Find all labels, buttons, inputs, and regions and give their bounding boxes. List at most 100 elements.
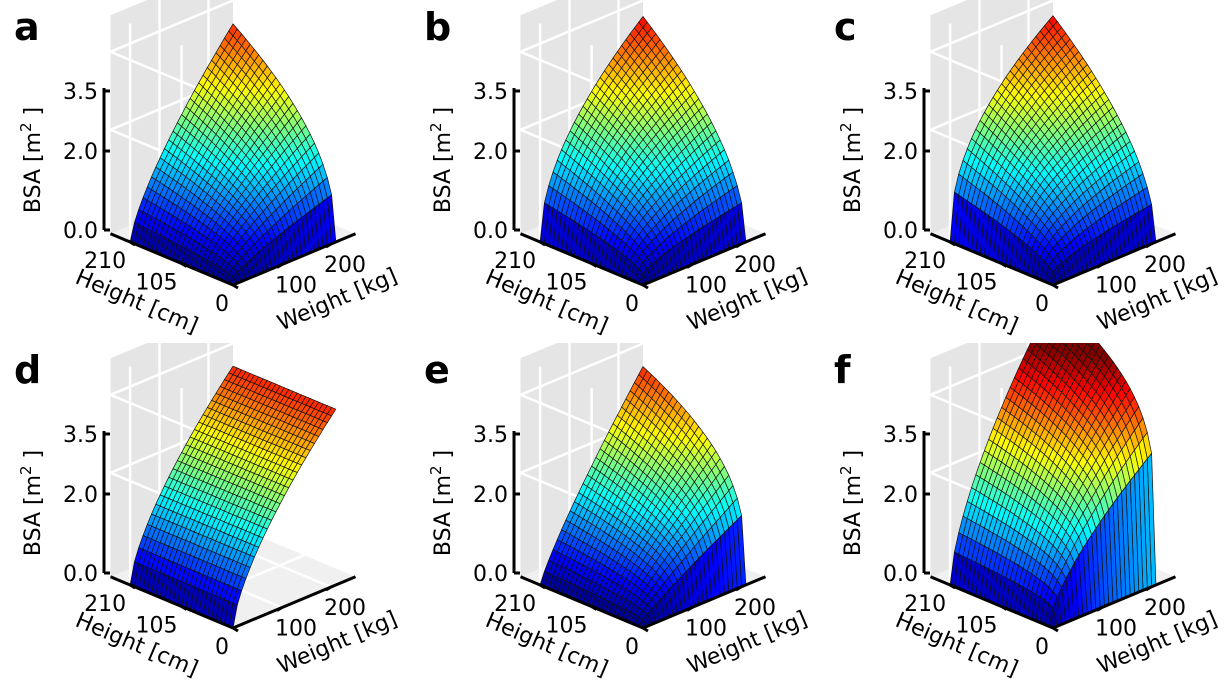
weight-tick-label: 200 <box>734 253 776 278</box>
z-axis-label-end: ] <box>431 107 456 123</box>
z-axis-label-superscript: 2 <box>427 465 445 475</box>
z-axis-label-end: ] <box>841 107 866 123</box>
height-tick-label: 210 <box>84 249 126 274</box>
weight-tick-label: 100 <box>685 617 727 642</box>
z-tick-label: 0.0 <box>63 219 98 244</box>
z-tick-label: 2.0 <box>63 140 98 165</box>
weight-axis-line <box>1052 575 1177 630</box>
height-tick-label: 105 <box>956 613 998 638</box>
z-tick-label: 0.0 <box>63 562 98 587</box>
height-tick-mark <box>180 262 188 268</box>
z-axis-label: BSA [m2 ] <box>427 450 456 556</box>
z-axis-label: BSA [m2 ] <box>837 450 866 556</box>
z-axis-label: BSA [m2 ] <box>17 107 46 213</box>
height-tick-label: 0 <box>215 292 229 317</box>
weight-tick-mark <box>325 585 332 592</box>
height-tick-label: 210 <box>84 592 126 617</box>
z-tick-label: 2.0 <box>473 140 508 165</box>
weight-axis-line <box>232 232 357 287</box>
z-tick-label: 2.0 <box>473 483 508 508</box>
z-tick-label: 0.0 <box>473 219 508 244</box>
z-axis-label: BSA [m2 ] <box>427 107 456 213</box>
z-tick-label: 2.0 <box>63 483 98 508</box>
panel-f: 0.0 2.0 3.5 BSA [m2 ] 0 105 210 Height [cm] 100 2… <box>820 343 1229 686</box>
weight-axis-line <box>642 232 767 287</box>
height-tick-mark <box>590 605 598 611</box>
weight-axis-line <box>1052 232 1177 287</box>
weight-tick-mark <box>735 242 742 249</box>
height-tick-label: 105 <box>546 613 588 638</box>
weight-tick-label: 100 <box>1095 274 1137 299</box>
z-axis-label-end: ] <box>21 107 46 123</box>
height-tick-mark <box>180 605 188 611</box>
weight-tick-label: 200 <box>324 596 366 621</box>
weight-tick-mark <box>686 606 693 612</box>
height-tick-label: 210 <box>904 592 946 617</box>
weight-tick-label: 200 <box>324 253 366 278</box>
height-tick-label: 0 <box>1035 292 1049 317</box>
z-tick-label: 3.5 <box>63 423 98 448</box>
surface <box>539 16 747 286</box>
surface <box>129 23 337 286</box>
z-tick-label: 3.5 <box>63 80 98 105</box>
z-axis-label-end: ] <box>431 450 456 466</box>
weight-tick-label: 100 <box>685 274 727 299</box>
height-tick-mark <box>129 240 136 247</box>
z-axis-label-end: ] <box>21 450 46 466</box>
panel-d: 0.0 2.0 3.5 BSA [m2 ] 0 105 210 Height [cm] 100 2… <box>0 343 410 686</box>
height-tick-mark <box>539 583 546 590</box>
weight-tick-label: 200 <box>1144 253 1186 278</box>
weight-tick-mark <box>735 585 742 592</box>
weight-tick-mark <box>1096 606 1103 612</box>
height-tick-label: 105 <box>956 270 998 295</box>
z-tick-label: 0.0 <box>883 219 918 244</box>
height-tick-label: 210 <box>494 249 536 274</box>
surface <box>539 366 747 629</box>
panel-label: c <box>834 5 857 49</box>
height-tick-mark <box>949 583 956 590</box>
z-axis-label-superscript: 2 <box>837 465 855 475</box>
panel-e: 0.0 2.0 3.5 BSA [m2 ] 0 105 210 Height [cm] 100 2… <box>410 343 820 686</box>
z-tick-label: 0.0 <box>883 562 918 587</box>
z-axis-label-superscript: 2 <box>17 465 35 475</box>
weight-tick-mark <box>1145 585 1152 592</box>
surface <box>949 343 1157 629</box>
height-tick-label: 105 <box>136 613 178 638</box>
height-tick-mark <box>129 583 136 590</box>
z-axis-label-superscript: 2 <box>427 122 445 132</box>
height-tick-label: 0 <box>625 635 639 660</box>
panel-label: a <box>14 5 40 49</box>
weight-tick-label: 100 <box>1095 617 1137 642</box>
z-tick-label: 3.5 <box>883 423 918 448</box>
weight-axis-line <box>232 575 357 630</box>
height-tick-label: 105 <box>546 270 588 295</box>
panel-label: e <box>424 348 450 392</box>
z-axis-label: BSA [m2 ] <box>17 450 46 556</box>
grid-line <box>517 343 644 448</box>
height-tick-label: 105 <box>136 270 178 295</box>
z-axis-label-end: ] <box>841 450 866 466</box>
z-tick-label: 0.0 <box>473 562 508 587</box>
weight-axis-line <box>642 575 767 630</box>
z-tick-label: 2.0 <box>883 140 918 165</box>
z-axis-label: BSA [m2 ] <box>837 107 866 213</box>
z-axis-label-superscript: 2 <box>17 122 35 132</box>
height-tick-mark <box>1000 262 1008 268</box>
z-tick-label: 3.5 <box>473 423 508 448</box>
height-tick-mark <box>539 240 546 247</box>
height-tick-label: 210 <box>904 249 946 274</box>
weight-tick-label: 100 <box>275 274 317 299</box>
surface <box>949 15 1157 286</box>
panel-label: d <box>14 348 42 392</box>
height-tick-label: 0 <box>215 635 229 660</box>
z-tick-label: 3.5 <box>473 80 508 105</box>
panel-b: 0.0 2.0 3.5 BSA [m2 ] 0 105 210 Height [cm] 100 2… <box>410 0 820 343</box>
panel-a: 0.0 2.0 3.5 BSA [m2 ] 0 105 210 Height [cm] 100 2… <box>0 0 410 343</box>
height-tick-mark <box>590 262 598 268</box>
